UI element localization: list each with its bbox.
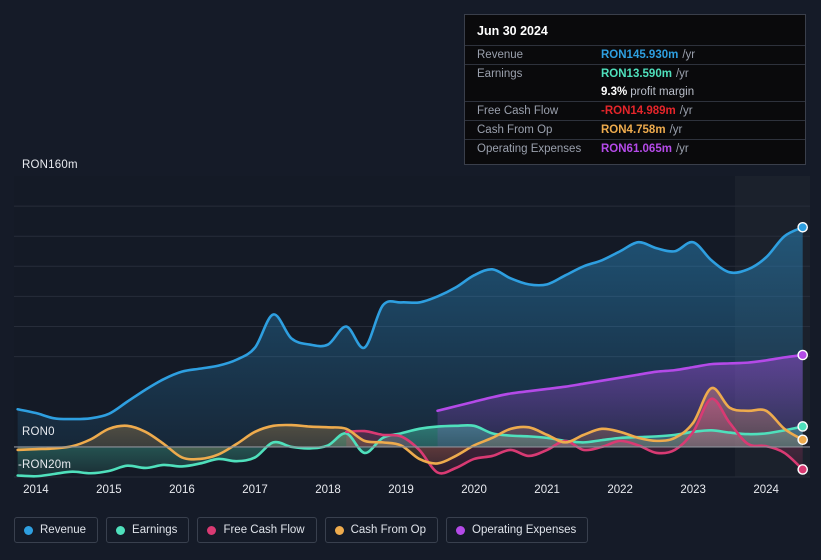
tooltip-row: Cash From Op RON4.758m/yr [465,120,805,139]
chart-svg [14,205,810,478]
endpoint-marker-cash-from-op [797,434,808,446]
tooltip-row-value: 9.3% [601,86,628,98]
chart-plot-area[interactable] [0,0,821,500]
tooltip-row: Earnings RON13.590m/yr [465,64,805,83]
tooltip-row-label: Revenue [477,49,524,61]
tooltip-date: Jun 30 2024 [477,24,548,38]
x-axis-tick-2020: 2020 [461,484,487,496]
legend-color-dot-icon [334,525,344,535]
x-axis-tick-2021: 2021 [534,484,560,496]
tooltip-row-value: RON4.758m [601,124,666,136]
legend-item-label: Cash From Op [350,524,427,536]
endpoint-marker-earnings [797,421,808,432]
data-tooltip-panel: Jun 30 2024 Revenue RON145.930m/yr Earning… [464,14,806,165]
series-line-cash-from-op [16,386,804,465]
legend-item-label: Operating Expenses [472,524,577,536]
y-axis-label-zero: RON0 [22,426,55,438]
x-axis-tick-2016: 2016 [169,484,195,496]
legend-item-label: Free Cash Flow [223,524,305,536]
legend-item-label: Earnings [132,524,178,536]
legend-color-dot-icon [456,525,466,535]
legend-color-dot-icon [207,525,217,535]
endpoint-marker-revenue [797,221,808,233]
tooltip-row: Free Cash Flow -RON14.989m/yr [465,101,805,120]
tooltip-row-value: RON61.065m [601,143,672,155]
legend-item-label: Revenue [40,524,87,536]
tooltip-row-label: Earnings [477,68,523,80]
tooltip-row-unit: /yr [669,124,683,136]
x-axis-tick-2022: 2022 [607,484,633,496]
tooltip-row-unit: /yr [682,49,696,61]
tooltip-row: 9.3% profit margin [465,83,805,101]
tooltip-row: Revenue RON145.930m/yr [465,45,805,64]
legend-item-operating-expenses[interactable]: Operating Expenses [446,517,589,543]
series-area-operating-expenses [437,355,803,447]
x-axis-tick-2023: 2023 [680,484,706,496]
tooltip-row-label: Free Cash Flow [477,105,559,117]
legend-color-dot-icon [24,525,33,535]
tooltip-row-value: RON13.590m [601,68,672,80]
chart-legend[interactable]: Revenue Earnings Free Cash Flow Cash From O… [14,517,589,543]
legend-item-cash-from-op[interactable]: Cash From Op [324,517,439,543]
series-line-operating-expenses [436,353,804,413]
series-line-revenue [16,225,804,421]
tooltip-row-value: RON145.930m [601,49,679,61]
endpoint-marker-operating-expenses [797,349,808,361]
tooltip-row-label: Operating Expenses [477,143,582,155]
series-line-earnings [16,423,804,478]
tooltip-row-unit: /yr [675,143,689,155]
y-axis-label-max: RON160m [22,159,78,171]
tooltip-row-unit: /yr [679,105,693,117]
tooltip-row-subtext: profit margin [630,86,695,98]
x-axis-tick-2018: 2018 [315,484,341,496]
x-axis-tick-2024: 2024 [753,484,779,496]
tooltip-rows: Revenue RON145.930m/yr Earnings RON13.590m /… [465,45,805,158]
tooltip-row: Operating Expenses RON61.065m/yr [465,139,805,158]
x-axis-tick-2019: 2019 [388,484,414,496]
x-axis-tick-2014: 2014 [23,484,49,496]
x-axis-tick-2017: 2017 [242,484,268,496]
series-line-free-cash-flow [344,397,804,475]
legend-color-dot-icon [116,525,126,535]
x-axis: 2014 2015 2016 2017 2018 2019 2020 2021 2022 2023… [0,484,821,504]
tooltip-row-value: -RON14.989m [601,105,676,117]
legend-item-free-cash-flow[interactable]: Free Cash Flow [197,517,317,543]
tooltip-row-label: Cash From Op [477,124,553,136]
legend-item-earnings[interactable]: Earnings [106,517,190,543]
tooltip-row-unit: /yr [675,68,689,80]
legend-item-revenue[interactable]: Revenue [14,517,99,543]
endpoint-marker-free-cash-flow [797,464,808,475]
y-axis-label-min: -RON20m [18,459,72,471]
x-axis-tick-2015: 2015 [96,484,122,496]
